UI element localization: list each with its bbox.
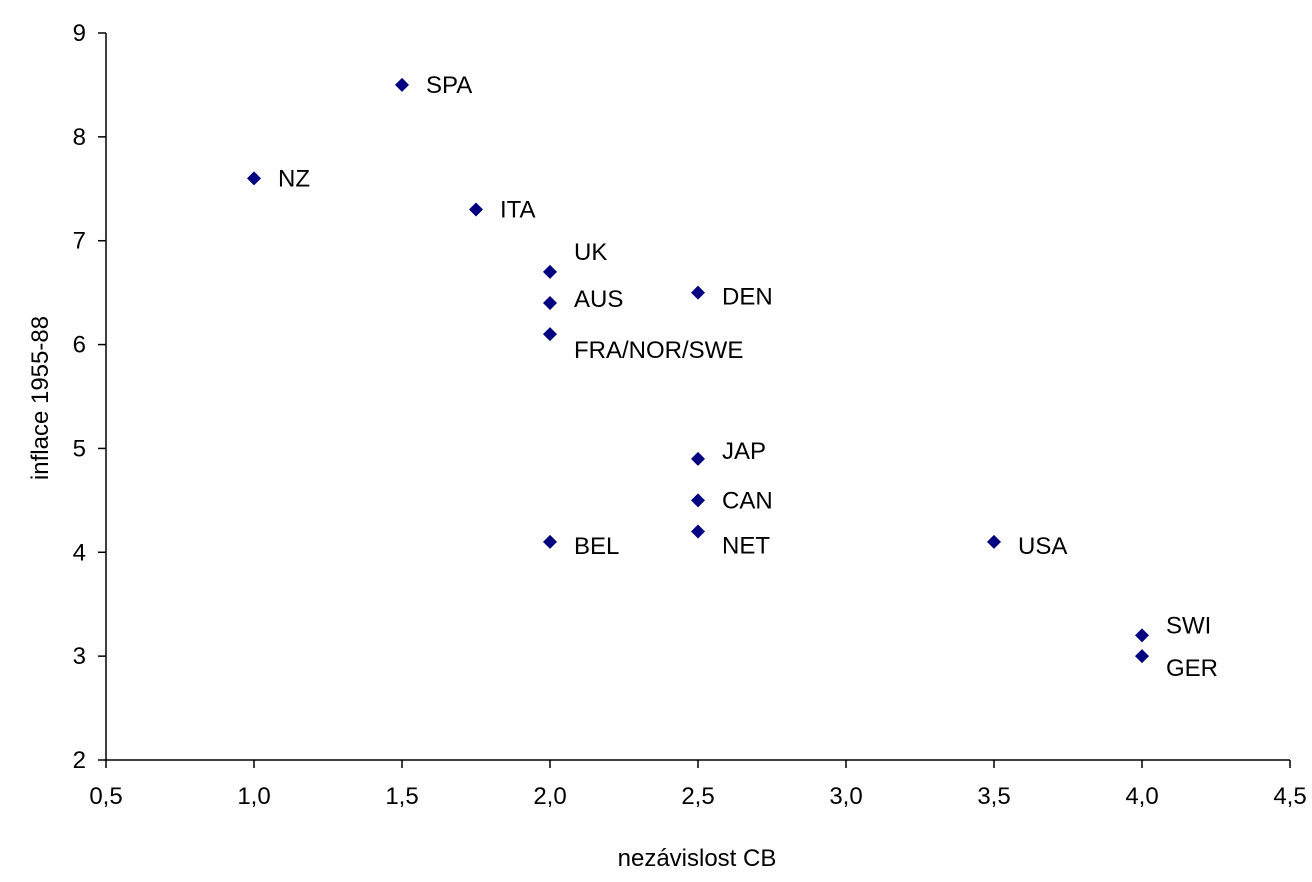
y-axis-title: inflace 1955-88 [27, 316, 54, 480]
x-tick-label: 4,0 [1125, 783, 1158, 810]
data-point-ger [1135, 649, 1149, 664]
point-label-ger: GER [1166, 655, 1218, 682]
point-label-spa: SPA [426, 72, 472, 99]
point-label-ita: ITA [500, 197, 536, 224]
point-label-nz: NZ [278, 165, 310, 192]
x-tick-label: 3,0 [829, 783, 862, 810]
point-label-aus: AUS [574, 286, 623, 313]
y-tick-label: 7 [73, 228, 86, 255]
data-point-aus [543, 296, 557, 311]
y-tick-label: 9 [73, 20, 86, 47]
y-tick-label: 4 [73, 539, 86, 566]
data-point-spa [395, 77, 409, 92]
axes [98, 32, 1291, 768]
data-point-can [691, 493, 705, 508]
x-tick-label: 1,0 [237, 783, 270, 810]
x-tick-label: 2,5 [681, 783, 714, 810]
data-point-fra-nor-swe [543, 327, 557, 342]
y-tick-label: 6 [73, 332, 86, 359]
y-tick-label: 2 [73, 747, 86, 774]
x-tick-label: 3,5 [977, 783, 1010, 810]
y-tick-label: 5 [73, 435, 86, 462]
point-label-jap: JAP [722, 438, 766, 465]
data-points [247, 77, 1149, 664]
data-point-den [691, 285, 705, 300]
data-point-ita [469, 202, 483, 217]
data-point-nz [247, 171, 261, 186]
data-point-bel [543, 534, 557, 549]
point-label-bel: BEL [574, 533, 619, 560]
x-tick-label: 2,0 [533, 783, 566, 810]
point-label-fra-nor-swe: FRA/NOR/SWE [574, 337, 743, 364]
point-label-den: DEN [722, 284, 773, 311]
point-label-uk: UK [574, 239, 607, 266]
point-labels: SPA NZ ITA UK AUS FRA/NOR/SWE DEN JAP CAN NET BEL U… [278, 72, 1218, 682]
data-point-uk [543, 264, 557, 279]
point-label-net: NET [722, 533, 770, 560]
data-point-usa [987, 534, 1001, 549]
y-tick-label: 8 [73, 124, 86, 151]
data-point-net [691, 524, 705, 539]
data-point-jap [691, 451, 705, 466]
x-tick-label: 0,5 [89, 783, 122, 810]
tick-labels: 2 3 4 5 6 7 8 9 0,5 1,0 1,5 2,0 2,5 3,0 3,5 4,0 4,5 [73, 20, 1307, 810]
data-point-swi [1135, 628, 1149, 643]
x-tick-label: 4,5 [1273, 783, 1306, 810]
point-label-can: CAN [722, 487, 773, 514]
x-tick-label: 1,5 [385, 783, 418, 810]
x-axis-title: nezávislost CB [618, 845, 777, 872]
point-label-swi: SWI [1166, 612, 1211, 639]
y-tick-label: 3 [73, 643, 86, 670]
point-label-usa: USA [1018, 533, 1067, 560]
